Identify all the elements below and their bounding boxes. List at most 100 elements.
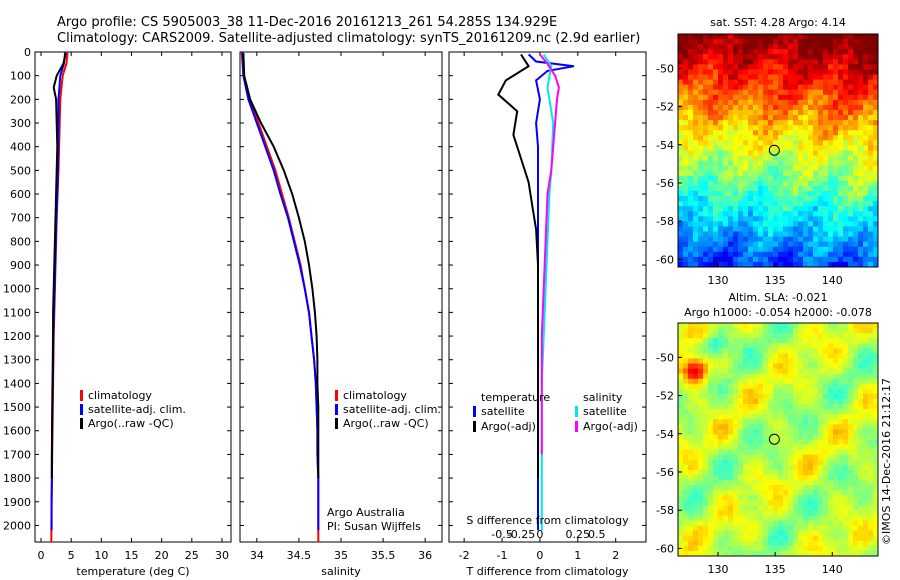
y-tick-label: 2000 — [3, 519, 31, 532]
heatmap-cell — [683, 145, 689, 151]
heatmap-cell — [868, 414, 874, 420]
heatmap-cell — [683, 444, 689, 451]
heatmap-cell — [703, 49, 709, 55]
heatmap-cell — [783, 150, 789, 156]
heatmap-cell — [833, 530, 839, 537]
heatmap-cell — [758, 69, 764, 75]
heatmap-cell — [838, 246, 844, 253]
y-tick-label: -56 — [656, 466, 674, 479]
heatmap-cell — [708, 201, 714, 207]
heatmap-cell — [818, 398, 824, 405]
heatmap-cell — [823, 464, 829, 471]
heatmap-cell — [748, 495, 754, 501]
heatmap-cell — [718, 323, 724, 329]
heatmap-cell — [808, 439, 814, 445]
heatmap-cell — [773, 145, 779, 151]
heatmap-cell — [768, 353, 774, 359]
heatmap-cell — [788, 150, 794, 156]
heatmap-cell — [858, 185, 864, 192]
heatmap-cell — [873, 328, 879, 334]
heatmap-cell — [853, 368, 859, 375]
heatmap-cell — [753, 515, 759, 521]
heatmap-cell — [838, 59, 844, 65]
heatmap-cell — [778, 550, 784, 557]
y-tick-label: 700 — [10, 212, 31, 225]
heatmap-cell — [863, 221, 869, 227]
heatmap-cell — [793, 211, 799, 217]
heatmap-cell — [863, 251, 869, 258]
heatmap-cell — [773, 398, 779, 405]
heatmap-cell — [813, 79, 819, 86]
heatmap-cell — [823, 540, 829, 547]
heatmap-cell — [733, 256, 739, 263]
heatmap-cell — [713, 429, 719, 435]
heatmap-cell — [693, 125, 699, 131]
heatmap-cell — [718, 180, 724, 187]
heatmap-cell — [773, 338, 779, 344]
heatmap-cell — [688, 109, 694, 116]
heatmap-cell — [853, 464, 859, 471]
heatmap-cell — [698, 535, 704, 542]
heatmap-cell — [678, 363, 684, 369]
heatmap-cell — [688, 434, 694, 440]
heatmap-cell — [698, 328, 704, 334]
heatmap-cell — [873, 338, 879, 344]
heatmap-cell — [848, 211, 854, 217]
heatmap-cell — [743, 135, 749, 141]
heatmap-cell — [723, 34, 729, 40]
heatmap-cell — [863, 115, 869, 121]
heatmap-cell — [773, 333, 779, 339]
heatmap-cell — [863, 500, 869, 506]
heatmap-cell — [843, 383, 849, 390]
heatmap-cell — [818, 490, 824, 496]
heatmap-cell — [823, 404, 829, 410]
heatmap-cell — [688, 419, 694, 425]
heatmap-cell — [728, 540, 734, 547]
heatmap-cell — [838, 191, 844, 197]
heatmap-cell — [833, 464, 839, 471]
heatmap-cell — [833, 535, 839, 542]
heatmap-cell — [773, 256, 779, 263]
heatmap-cell — [698, 246, 704, 253]
heatmap-cell — [708, 216, 714, 222]
heatmap-cell — [678, 89, 684, 96]
heatmap-cell — [868, 424, 874, 430]
heatmap-cell — [678, 191, 684, 197]
heatmap-cell — [828, 74, 834, 80]
heatmap-cell — [698, 398, 704, 405]
heatmap-cell — [693, 358, 699, 364]
heatmap-cell — [873, 404, 879, 410]
heatmap-cell — [788, 368, 794, 375]
heatmap-cell — [848, 520, 854, 527]
heatmap-cell — [763, 109, 769, 116]
heatmap-cell — [803, 525, 809, 532]
legend-label: satellite — [481, 405, 525, 418]
heatmap-cell — [738, 510, 744, 516]
heatmap-cell — [723, 145, 729, 151]
heatmap-cell — [723, 104, 729, 111]
heatmap-cell — [818, 216, 824, 222]
heatmap-cell — [783, 130, 789, 136]
heatmap-cell — [718, 115, 724, 121]
heatmap-cell — [813, 49, 819, 55]
heatmap-cell — [813, 383, 819, 390]
heatmap-cell — [713, 469, 719, 476]
heatmap-cell — [838, 378, 844, 385]
heatmap-cell — [828, 363, 834, 369]
heatmap-cell — [828, 191, 834, 197]
heatmap-cell — [683, 439, 689, 445]
heatmap-cell — [843, 368, 849, 375]
heatmap-cell — [823, 150, 829, 156]
heatmap-cell — [873, 419, 879, 425]
heatmap-cell — [683, 246, 689, 253]
heatmap-cell — [733, 505, 739, 511]
heatmap-cell — [778, 201, 784, 207]
heatmap-cell — [783, 510, 789, 516]
heatmap-cell — [848, 84, 854, 91]
heatmap-cell — [853, 221, 859, 227]
heatmap-cell — [788, 49, 794, 55]
heatmap-cell — [773, 404, 779, 410]
heatmap-cell — [813, 135, 819, 141]
heatmap-cell — [703, 221, 709, 227]
heatmap-cell — [698, 145, 704, 151]
